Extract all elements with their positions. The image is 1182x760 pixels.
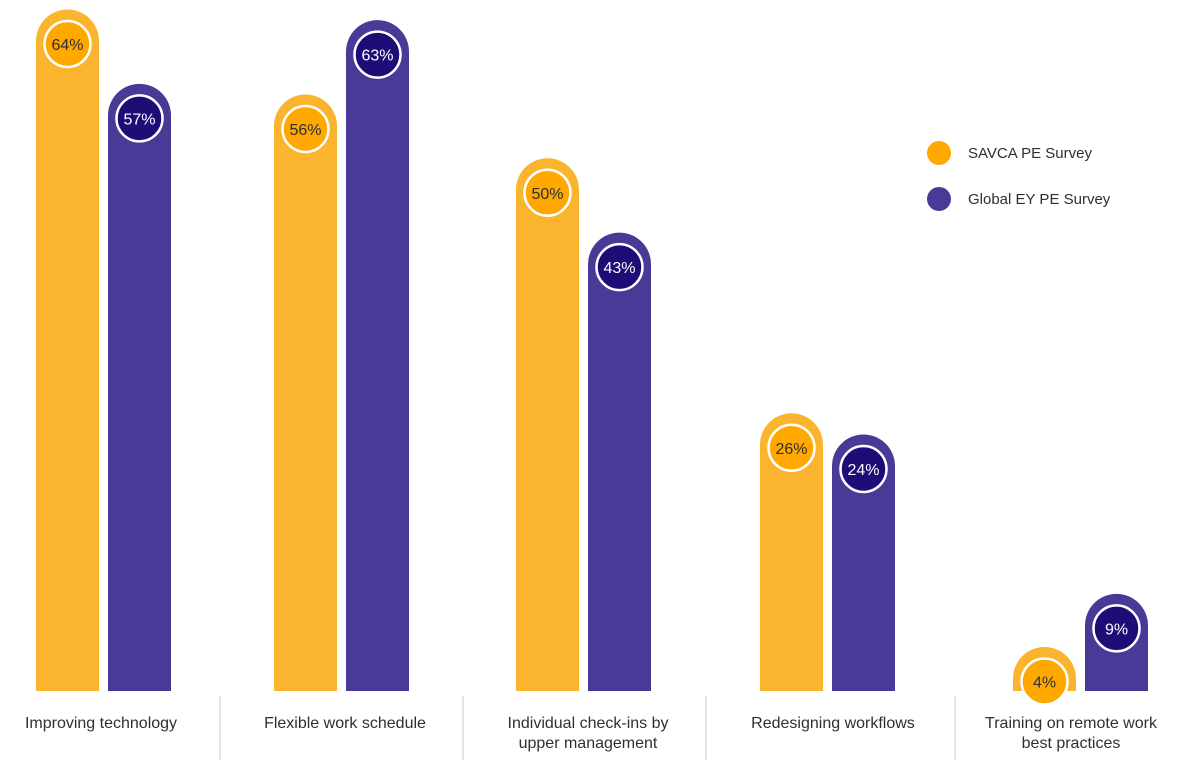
- category-label-2: Individual check-ins by upper management: [508, 715, 669, 752]
- bar-global-ey-2: [588, 232, 651, 691]
- value-badge-circle: [353, 30, 402, 79]
- value-badge-savca-4: 4%: [1020, 657, 1069, 706]
- category-label-0: Improving technology: [25, 715, 177, 732]
- bar-savca-1: [274, 94, 337, 691]
- value-label: 26%: [775, 441, 807, 458]
- category-label-3: Redesigning workflows: [751, 715, 915, 732]
- value-label: 4%: [1033, 675, 1056, 692]
- legend-item-global-ey: Global EY PE Survey: [927, 187, 1111, 211]
- bars-layer: [36, 9, 1148, 692]
- bar-savca-0: [36, 9, 99, 692]
- legend-item-savca: SAVCA PE Survey: [927, 141, 1092, 165]
- legend: SAVCA PE Survey Global EY PE Survey: [927, 141, 1111, 211]
- value-badge-circle: [1092, 604, 1141, 653]
- value-badge-global-ey-1: 63%: [353, 30, 402, 79]
- legend-swatch: [927, 141, 951, 165]
- value-badge-circle: [281, 104, 330, 154]
- category-label-1: Flexible work schedule: [264, 715, 426, 732]
- value-label: 43%: [603, 260, 635, 277]
- value-badge-global-ey-2: 43%: [595, 242, 644, 292]
- value-badge-savca-3: 26%: [767, 423, 816, 472]
- value-badge-circle: [839, 444, 888, 494]
- value-badges-layer: 64% 56% 50% 26% 4% 57% 63% 43% 24% 9%: [43, 19, 1141, 706]
- value-label: 64%: [51, 37, 83, 54]
- value-badge-global-ey-3: 24%: [839, 444, 888, 494]
- bar-savca-3: [760, 413, 823, 691]
- value-label: 9%: [1105, 621, 1128, 638]
- value-label: 63%: [361, 48, 393, 65]
- legend-label: SAVCA PE Survey: [968, 145, 1092, 162]
- category-label-4: Training on remote work best practices: [985, 715, 1158, 752]
- legend-swatch: [927, 187, 951, 211]
- value-badge-circle: [523, 168, 572, 217]
- value-label: 57%: [123, 111, 155, 128]
- value-label: 56%: [289, 122, 321, 139]
- value-badge-circle: [595, 242, 644, 292]
- value-badge-circle: [115, 94, 164, 143]
- bar-global-ey-3: [832, 434, 895, 691]
- value-badge-savca-1: 56%: [281, 104, 330, 154]
- value-label: 24%: [847, 462, 879, 479]
- value-badge-circle: [1020, 657, 1069, 706]
- value-badge-global-ey-4: 9%: [1092, 604, 1141, 653]
- value-badge-circle: [43, 19, 92, 69]
- value-badge-global-ey-0: 57%: [115, 94, 164, 143]
- legend-label: Global EY PE Survey: [968, 191, 1111, 208]
- bar-global-ey-0: [108, 83, 171, 691]
- bar-savca-2: [516, 158, 579, 691]
- category-labels: Improving technology Flexible work schedu…: [25, 715, 1158, 752]
- value-badge-circle: [767, 423, 816, 472]
- bar-global-ey-1: [346, 20, 409, 691]
- category-dividers: [219, 696, 956, 760]
- value-badge-savca-0: 64%: [43, 19, 92, 69]
- value-badge-savca-2: 50%: [523, 168, 572, 217]
- value-label: 50%: [531, 186, 563, 203]
